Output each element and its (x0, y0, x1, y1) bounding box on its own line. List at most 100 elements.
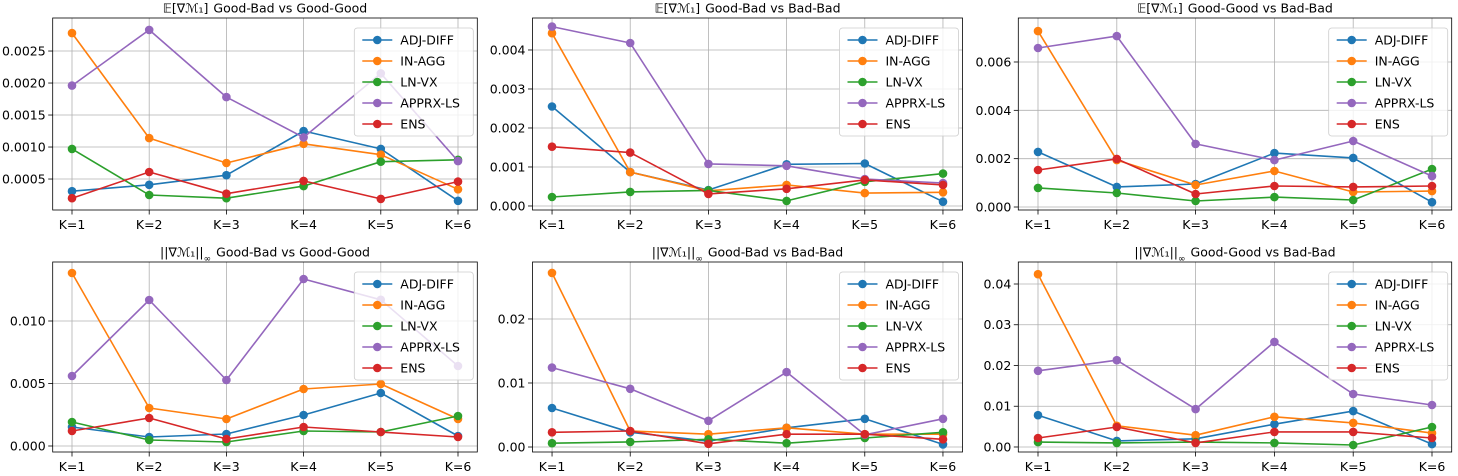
series-line-in-agg (551, 272, 943, 436)
data-point-in-agg (625, 167, 635, 177)
legend-marker (1347, 119, 1356, 129)
data-point-ens (1191, 189, 1200, 199)
series-line-adj-diff (551, 105, 944, 203)
legend-box (1328, 27, 1449, 137)
y-tick-label: 0.01 (983, 399, 1011, 414)
legend-marker (373, 35, 382, 45)
legend-label: ADJ-DIFF (886, 277, 940, 292)
data-point-adj-diff (860, 159, 870, 168)
data-point-ens (547, 142, 557, 151)
x-tick-label: K=1 (539, 459, 566, 474)
title-text: Good-Bad vs Bad-Bad (705, 1, 840, 16)
data-point-ens (938, 180, 948, 190)
data-point-ens (1033, 433, 1043, 443)
axes-frame (1017, 261, 1453, 453)
data-point-ln-vx (1427, 422, 1437, 432)
data-point-adj-diff (547, 403, 557, 413)
legend-label: IN-AGG (1375, 298, 1420, 313)
x-tick-label: K=5 (1340, 217, 1367, 232)
series-line-ln-vx (1037, 426, 1433, 446)
data-point-ens (376, 194, 386, 204)
legend-marker (858, 363, 867, 373)
subplot-6: K=1 K=2 K=3 K=4 K=5 K=6 0.00 0.01 0.02 0.03 0.04 ||… (983, 245, 1453, 474)
series-line-adj-diff (551, 407, 944, 446)
x-tick-label: K=3 (213, 217, 240, 232)
legend-entry: LN-VX (362, 75, 438, 90)
data-point-ln-vx (1033, 183, 1043, 193)
data-point-ln-vx (938, 428, 948, 437)
subplot-title: ||∇ℳ₁||∞ Good-Bad vs Bad-Bad (652, 245, 844, 265)
legend-entry: APPRX-LS (847, 96, 945, 111)
data-point-in-agg (938, 188, 948, 197)
title-text: Good-Good vs Bad-Bad (1191, 245, 1336, 260)
legend-label: ENS (400, 361, 425, 376)
title-subscript: ∞ (695, 255, 703, 265)
data-point-apprx-ls (1033, 366, 1043, 376)
y-tick-label: 0.00 (498, 440, 526, 455)
y-tick-label: 0.003 (490, 81, 526, 96)
legend-marker (373, 56, 382, 66)
legend-entry: ADJ-DIFF (1336, 33, 1428, 48)
series-line-apprx-ls (1037, 35, 1433, 177)
series-line-in-agg (1037, 30, 1433, 193)
data-point-ln-vx (938, 169, 948, 178)
legend-marker (858, 35, 867, 45)
title-text: Good-Bad vs Good-Good (213, 1, 367, 16)
legend-entry: LN-VX (1336, 319, 1412, 334)
y-tick-label: 0.0015 (2, 108, 46, 123)
data-point-adj-diff (1033, 147, 1043, 157)
legend-entry: LN-VX (847, 75, 923, 90)
data-point-ln-vx (144, 435, 154, 445)
data-point-apprx-ls (67, 371, 77, 381)
subplot-title: 𝔼[∇ℳ₁] Good-Bad vs Good-Good (163, 1, 367, 16)
data-point-ln-vx (1270, 192, 1279, 202)
series-line-ln-vx (1037, 168, 1433, 202)
data-point-in-agg (1033, 269, 1043, 279)
legend-entry: IN-AGG (362, 54, 445, 69)
legend-label: ENS (400, 117, 425, 132)
data-point-adj-diff (1033, 410, 1043, 420)
data-point-in-agg (299, 139, 308, 149)
y-tick-label: 0.006 (976, 54, 1012, 69)
data-point-ens (453, 432, 463, 442)
data-point-ln-vx (782, 196, 791, 206)
data-point-apprx-ls (299, 133, 308, 142)
y-tick-label: 0.001 (490, 159, 526, 174)
data-point-in-agg (782, 423, 791, 433)
legend-label: IN-AGG (400, 54, 445, 69)
data-point-ln-vx (547, 438, 557, 448)
legend-entry: ADJ-DIFF (362, 277, 454, 292)
x-tick-label: K=3 (1182, 217, 1209, 232)
data-point-apprx-ls (782, 367, 791, 377)
series-line-apprx-ls (551, 366, 944, 436)
subplot-4: K=1 K=2 K=3 K=4 K=5 K=6 0.000 0.005 0.010 ||∇ℳ₁||… (10, 245, 478, 474)
legend-entry: ADJ-DIFF (847, 277, 940, 292)
data-point-ln-vx (625, 437, 635, 447)
subplot-title: 𝔼[∇ℳ₁] Good-Bad vs Bad-Bad (654, 1, 840, 16)
data-point-ln-vx (376, 157, 386, 166)
data-point-in-agg (67, 28, 77, 38)
data-point-apprx-ls (1112, 355, 1122, 365)
data-point-apprx-ls (1033, 43, 1043, 53)
series-line-ens (71, 417, 459, 440)
data-point-apprx-ls (938, 414, 948, 424)
legend-entry: ENS (1336, 361, 1400, 376)
data-point-ens (860, 429, 870, 439)
legend-label: ENS (1375, 361, 1400, 376)
title-math: 𝔼[∇ℳ₁] (1137, 1, 1183, 16)
x-tick-label: K=6 (445, 459, 472, 474)
axes-frame (52, 261, 478, 453)
legend-entry: ENS (847, 361, 911, 376)
data-point-apprx-ls (1427, 400, 1437, 410)
data-point-ens (1427, 433, 1437, 443)
data-point-apprx-ls (67, 81, 77, 90)
title-math: 𝔼[∇ℳ₁] (163, 1, 209, 16)
legend-marker (858, 98, 867, 108)
series-line-in-agg (1037, 273, 1433, 437)
data-point-apprx-ls (1427, 171, 1437, 181)
x-tick-label: K=5 (367, 459, 394, 474)
title-text: Good-Good vs Bad-Bad (1188, 1, 1333, 16)
x-tick-label: K=1 (1025, 217, 1052, 232)
legend-entry: LN-VX (847, 319, 923, 334)
